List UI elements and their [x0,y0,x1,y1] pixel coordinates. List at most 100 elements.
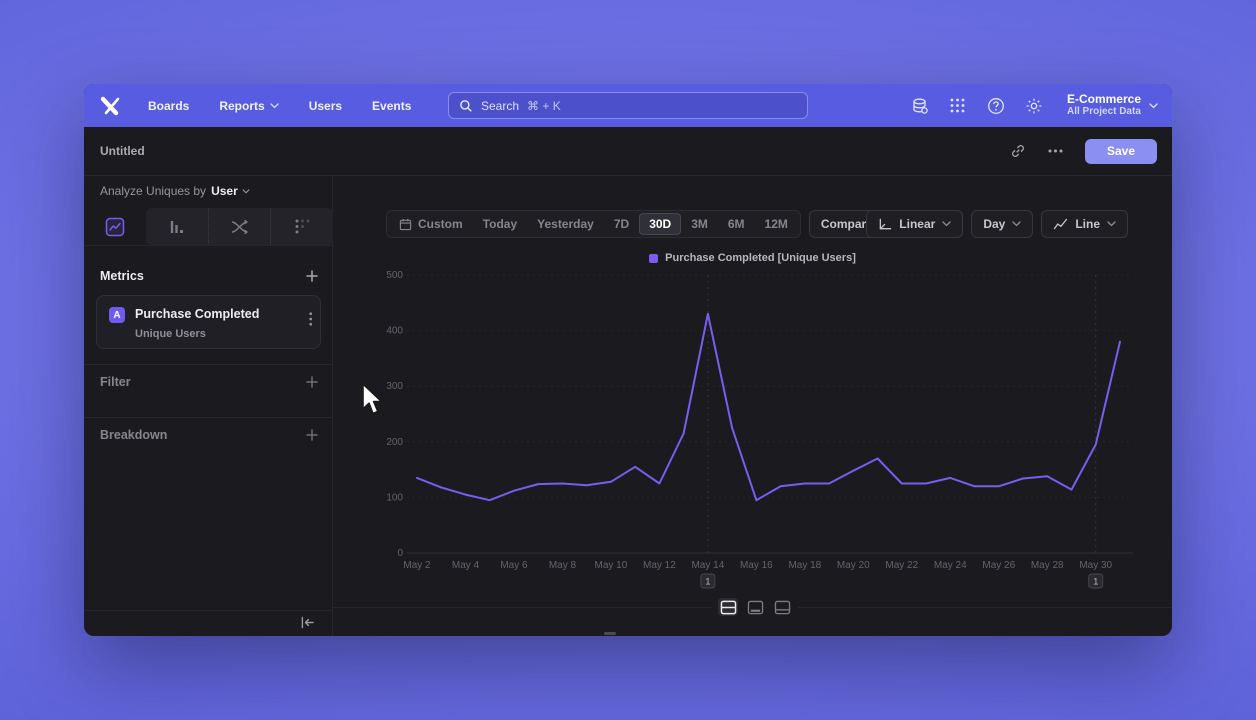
search-icon [460,99,472,112]
data-management-icon[interactable] [911,97,929,115]
tab-retention[interactable] [270,208,333,245]
nav-right: E-Commerce All Project Data [911,84,1158,127]
y-axis-label: 0 [397,548,403,559]
metrics-section-header: Metrics [100,269,318,283]
line-chart-icon [1054,218,1068,230]
filter-header: Filter [100,375,131,389]
top-nav: Boards Reports Users Events Search ⌘ + K [84,84,1172,127]
x-axis-label: May 4 [452,560,480,571]
metric-measure[interactable]: Unique Users [135,328,206,340]
range-12m[interactable]: 12M [755,213,798,235]
annotation-marker[interactable]: 1 [1088,573,1104,589]
range-yesterday[interactable]: Yesterday [527,213,604,235]
x-axis-label: May 2 [403,560,431,571]
y-axis-label: 100 [386,492,403,503]
x-axis-label: May 14 [691,560,724,571]
interval-dropdown[interactable]: Day [971,210,1034,238]
collapse-sidebar-icon[interactable] [300,616,315,634]
layout-panel-top-icon[interactable] [745,598,765,616]
search-placeholder: Search [481,98,520,113]
date-range-group: Custom Today Yesterday 7D 30D 3M 6M 12M [386,210,801,238]
svg-text:1: 1 [1093,577,1098,588]
linear-scale-icon [880,218,892,229]
chart-panel: Custom Today Yesterday 7D 30D 3M 6M 12M Compare… [333,176,1172,636]
app-window: Boards Reports Users Events Search ⌘ + K [84,84,1172,636]
x-axis-label: May 16 [740,560,773,571]
analyze-label: Analyze Uniques by [100,184,207,198]
search-shortcut: ⌘ + K [527,98,561,113]
legend-swatch [649,253,659,263]
chart-legend[interactable]: Purchase Completed [Unique Users] [333,252,1172,264]
tab-group [146,208,333,245]
scale-dropdown[interactable]: Linear [866,210,964,238]
metric-menu-icon[interactable] [308,312,313,331]
x-axis-label: May 6 [500,560,528,571]
layout-panel-bottom-icon[interactable] [772,598,792,616]
search-input[interactable]: Search ⌘ + K [448,92,808,119]
x-axis-label: May 30 [1079,560,1112,571]
calendar-icon [399,218,412,230]
series-line [416,312,1121,502]
breakdown-section-header: Breakdown [100,428,318,442]
title-bar: Untitled Save [84,127,1172,176]
range-7d[interactable]: 7D [604,213,639,235]
x-axis-label: May 18 [788,560,821,571]
tab-insights[interactable] [84,217,146,237]
metric-card[interactable]: A Purchase Completed Unique Users [96,295,321,349]
x-axis-label: May 22 [885,560,918,571]
nav-item-reports[interactable]: Reports [219,99,279,113]
range-3m[interactable]: 3M [681,213,718,235]
nav-item-events[interactable]: Events [372,98,412,113]
range-30d[interactable]: 30D [639,213,682,235]
help-icon[interactable] [987,97,1005,115]
project-scope: All Project Data [1066,106,1141,117]
layout-rows-icon[interactable] [718,598,738,616]
x-axis-label: May 26 [982,560,1015,571]
add-breakdown-button[interactable] [306,429,318,441]
report-title[interactable]: Untitled [100,144,145,158]
project-selector[interactable]: E-Commerce All Project Data [1067,93,1158,118]
share-link-icon[interactable] [1010,143,1026,159]
apps-grid-icon[interactable] [949,97,967,115]
tab-funnels[interactable] [146,208,208,245]
project-name: E-Commerce [1066,92,1141,106]
chevron-down-icon [1149,102,1158,108]
settings-gear-icon[interactable] [1025,97,1043,115]
annotation-marker[interactable]: 1 [700,573,716,589]
chevron-down-icon [1012,221,1021,227]
range-today[interactable]: Today [473,213,527,235]
line-chart[interactable]: 0 100 200 300 400 500 May 2 May 4 May 6 May 8 May … [333,264,1172,594]
save-button[interactable]: Save [1085,138,1157,164]
layout-toggles [712,596,798,618]
legend-label: Purchase Completed [Unique Users] [665,252,856,264]
nav-items: Boards Reports Users Events [148,99,411,113]
x-axis-label: May 28 [1031,560,1064,571]
nav-item-boards[interactable]: Boards [148,98,190,113]
x-axis-label: May 12 [643,560,676,571]
analyze-row: Analyze Uniques by User [100,184,250,198]
chevron-down-icon [270,103,279,109]
x-axis-label: May 8 [549,560,577,571]
scroll-indicator[interactable] [604,632,616,635]
chevron-down-icon [242,188,250,194]
y-axis-label: 200 [386,437,403,448]
nav-item-users[interactable]: Users [308,98,343,113]
analyze-entity-dropdown[interactable]: User [211,184,250,198]
svg-text:1: 1 [705,577,710,588]
y-axis-label: 300 [386,381,403,392]
mixpanel-logo-icon[interactable] [100,96,122,116]
add-filter-button[interactable] [306,376,318,388]
x-axis-label: May 10 [595,560,628,571]
date-range-toolbar: Custom Today Yesterday 7D 30D 3M 6M 12M Compare [386,210,901,238]
more-options-icon[interactable] [1048,149,1063,153]
chart-options-toolbar: Linear Day Line [866,210,1128,238]
y-axis-label: 500 [386,270,403,281]
range-custom[interactable]: Custom [389,213,473,235]
range-6m[interactable]: 6M [718,213,755,235]
chart-type-dropdown[interactable]: Line [1041,210,1128,238]
metrics-header: Metrics [100,269,144,283]
tab-flows[interactable] [207,208,271,245]
chevron-down-icon [942,221,951,227]
add-metric-button[interactable] [306,270,318,282]
y-axis-label: 400 [386,326,403,337]
